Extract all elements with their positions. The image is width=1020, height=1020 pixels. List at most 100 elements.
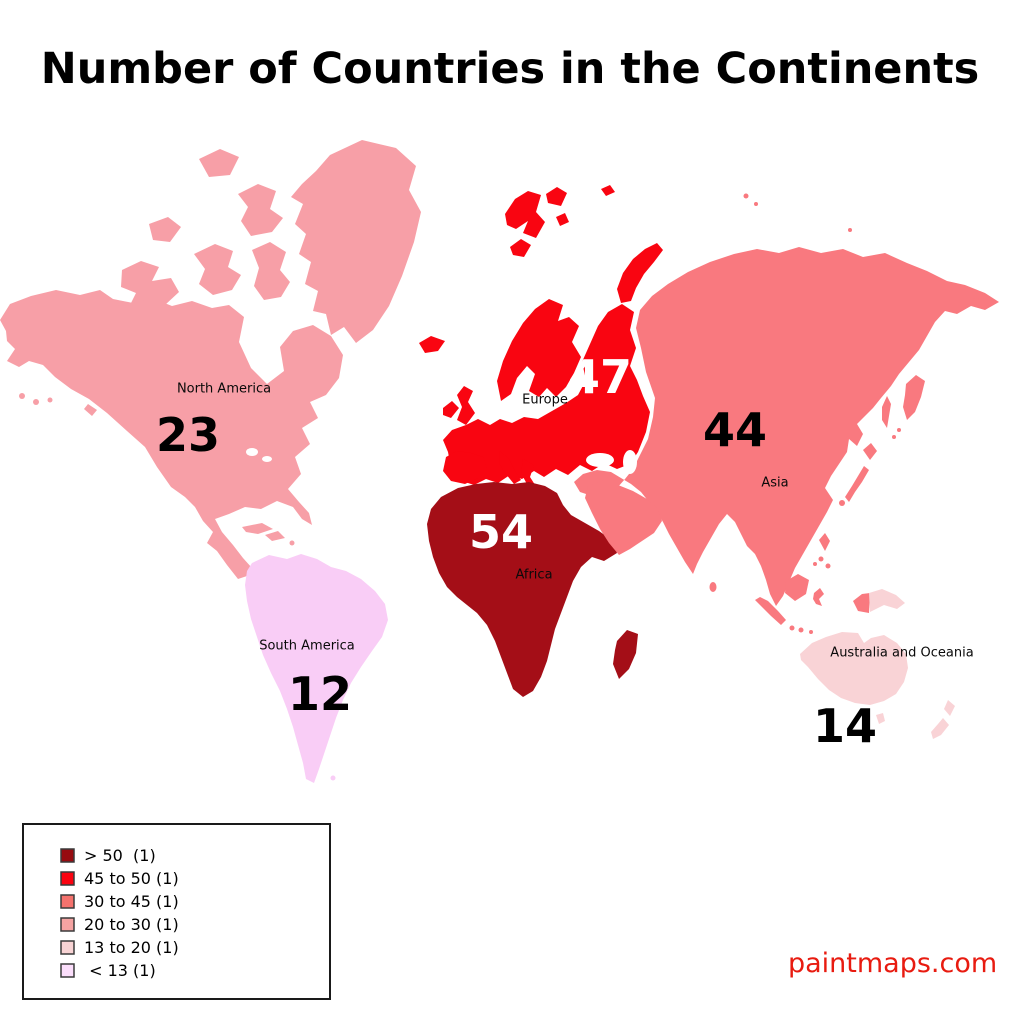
legend-row: 45 to 50 (1) (60, 867, 329, 890)
java-island (809, 630, 813, 634)
ireland (443, 401, 459, 418)
region-oceania (800, 589, 955, 739)
arctic-island (238, 184, 283, 236)
svalbard (546, 187, 567, 206)
kamchatka (903, 375, 925, 420)
region-europe (419, 185, 663, 488)
cuba (242, 523, 273, 534)
south-america-mainland (245, 554, 388, 783)
legend-label: 45 to 50 (1) (84, 869, 179, 888)
legend: > 50 (1) 45 to 50 (1) 30 to 45 (1) 20 to… (22, 823, 331, 1000)
value-north-america: 23 (155, 408, 221, 462)
legend-row: 30 to 45 (1) (60, 890, 329, 913)
arabia (585, 480, 662, 555)
iceland (419, 336, 445, 353)
kuril-island (897, 428, 901, 432)
arctic-island-asia (743, 193, 749, 199)
black-sea (586, 453, 614, 467)
chart-title: Number of Countries in the Continents (40, 44, 980, 94)
java-island (798, 627, 804, 633)
arctic-island (149, 217, 181, 242)
hispaniola (265, 531, 285, 541)
legend-swatch-30-45 (60, 894, 75, 909)
aleutian-island (19, 393, 25, 399)
madagascar (613, 630, 638, 679)
hainan (799, 531, 805, 537)
kuril-island (892, 435, 896, 439)
vancouver-island (84, 404, 97, 416)
legend-swatch-gt50 (60, 848, 75, 863)
label-oceania: Australia and Oceania (830, 645, 974, 661)
region-asia (574, 193, 999, 634)
philippines (819, 533, 830, 551)
philippine-island (818, 556, 824, 562)
svalbard (505, 191, 545, 238)
asia-mainland (574, 247, 999, 606)
arctic-island (252, 242, 290, 300)
europe-mainland (443, 304, 650, 485)
legend-label: > 50 (1) (84, 846, 156, 865)
label-europe: Europe (522, 392, 568, 408)
caspian-sea (623, 450, 637, 474)
legend-swatch-45-50 (60, 871, 75, 886)
new-zealand-north (944, 700, 955, 716)
label-africa: Africa (515, 567, 553, 583)
value-oceania: 14 (812, 699, 878, 753)
north-america-mainland (0, 290, 343, 583)
legend-label: 30 to 45 (1) (84, 892, 179, 911)
svalbard (556, 213, 569, 226)
africa-mainland (427, 482, 617, 697)
value-south-america: 12 (287, 667, 353, 721)
sumatra (755, 597, 786, 625)
tasmania (876, 713, 885, 724)
legend-swatch-13-20 (60, 940, 75, 955)
legend-label: < 13 (1) (84, 961, 156, 980)
legend-label: 20 to 30 (1) (84, 915, 179, 934)
legend-swatch-20-30 (60, 917, 75, 932)
svalbard (510, 239, 531, 257)
scandinavia (497, 299, 581, 401)
balkans-greece (521, 459, 537, 488)
japan-honshu (845, 466, 869, 502)
wrangel-island (973, 297, 979, 303)
arctic-island-asia (754, 202, 758, 206)
region-south-america (245, 554, 388, 783)
inland-water (246, 448, 637, 474)
new-guinea-west (853, 593, 870, 613)
legend-row: < 13 (1) (60, 959, 329, 982)
caribbean-island (289, 540, 295, 546)
legend-row: 13 to 20 (1) (60, 936, 329, 959)
great-britain (457, 386, 475, 425)
aleutian-island (47, 397, 53, 403)
borneo (785, 574, 809, 601)
label-north-america: North America (176, 381, 272, 397)
legend-row: 20 to 30 (1) (60, 913, 329, 936)
novaya-zemlya (617, 243, 663, 303)
arctic-island (194, 244, 241, 295)
taiwan (812, 517, 818, 523)
iberia (443, 451, 487, 484)
greenland (291, 140, 421, 343)
philippine-island (813, 562, 817, 566)
label-south-america: South America (259, 638, 355, 654)
italy (499, 451, 521, 484)
paintmaps-link[interactable]: paintmaps.com (788, 948, 998, 979)
value-asia: 44 (702, 403, 768, 457)
region-north-america (0, 140, 421, 583)
value-africa: 54 (468, 505, 534, 559)
legend-label: 13 to 20 (1) (84, 938, 179, 957)
region-africa (427, 482, 638, 697)
label-asia: Asia (761, 475, 789, 491)
falkland-island (330, 775, 336, 781)
japan-kyushu (839, 500, 845, 506)
arctic-island (199, 149, 239, 177)
great-lake (246, 448, 258, 456)
new-guinea-east (869, 589, 905, 612)
value-europe: 47 (567, 350, 633, 404)
australia-mainland (800, 632, 908, 705)
new-zealand-south (931, 718, 949, 739)
great-lake (262, 456, 272, 462)
japan-hokkaido (863, 443, 877, 460)
philippine-island (825, 563, 831, 569)
